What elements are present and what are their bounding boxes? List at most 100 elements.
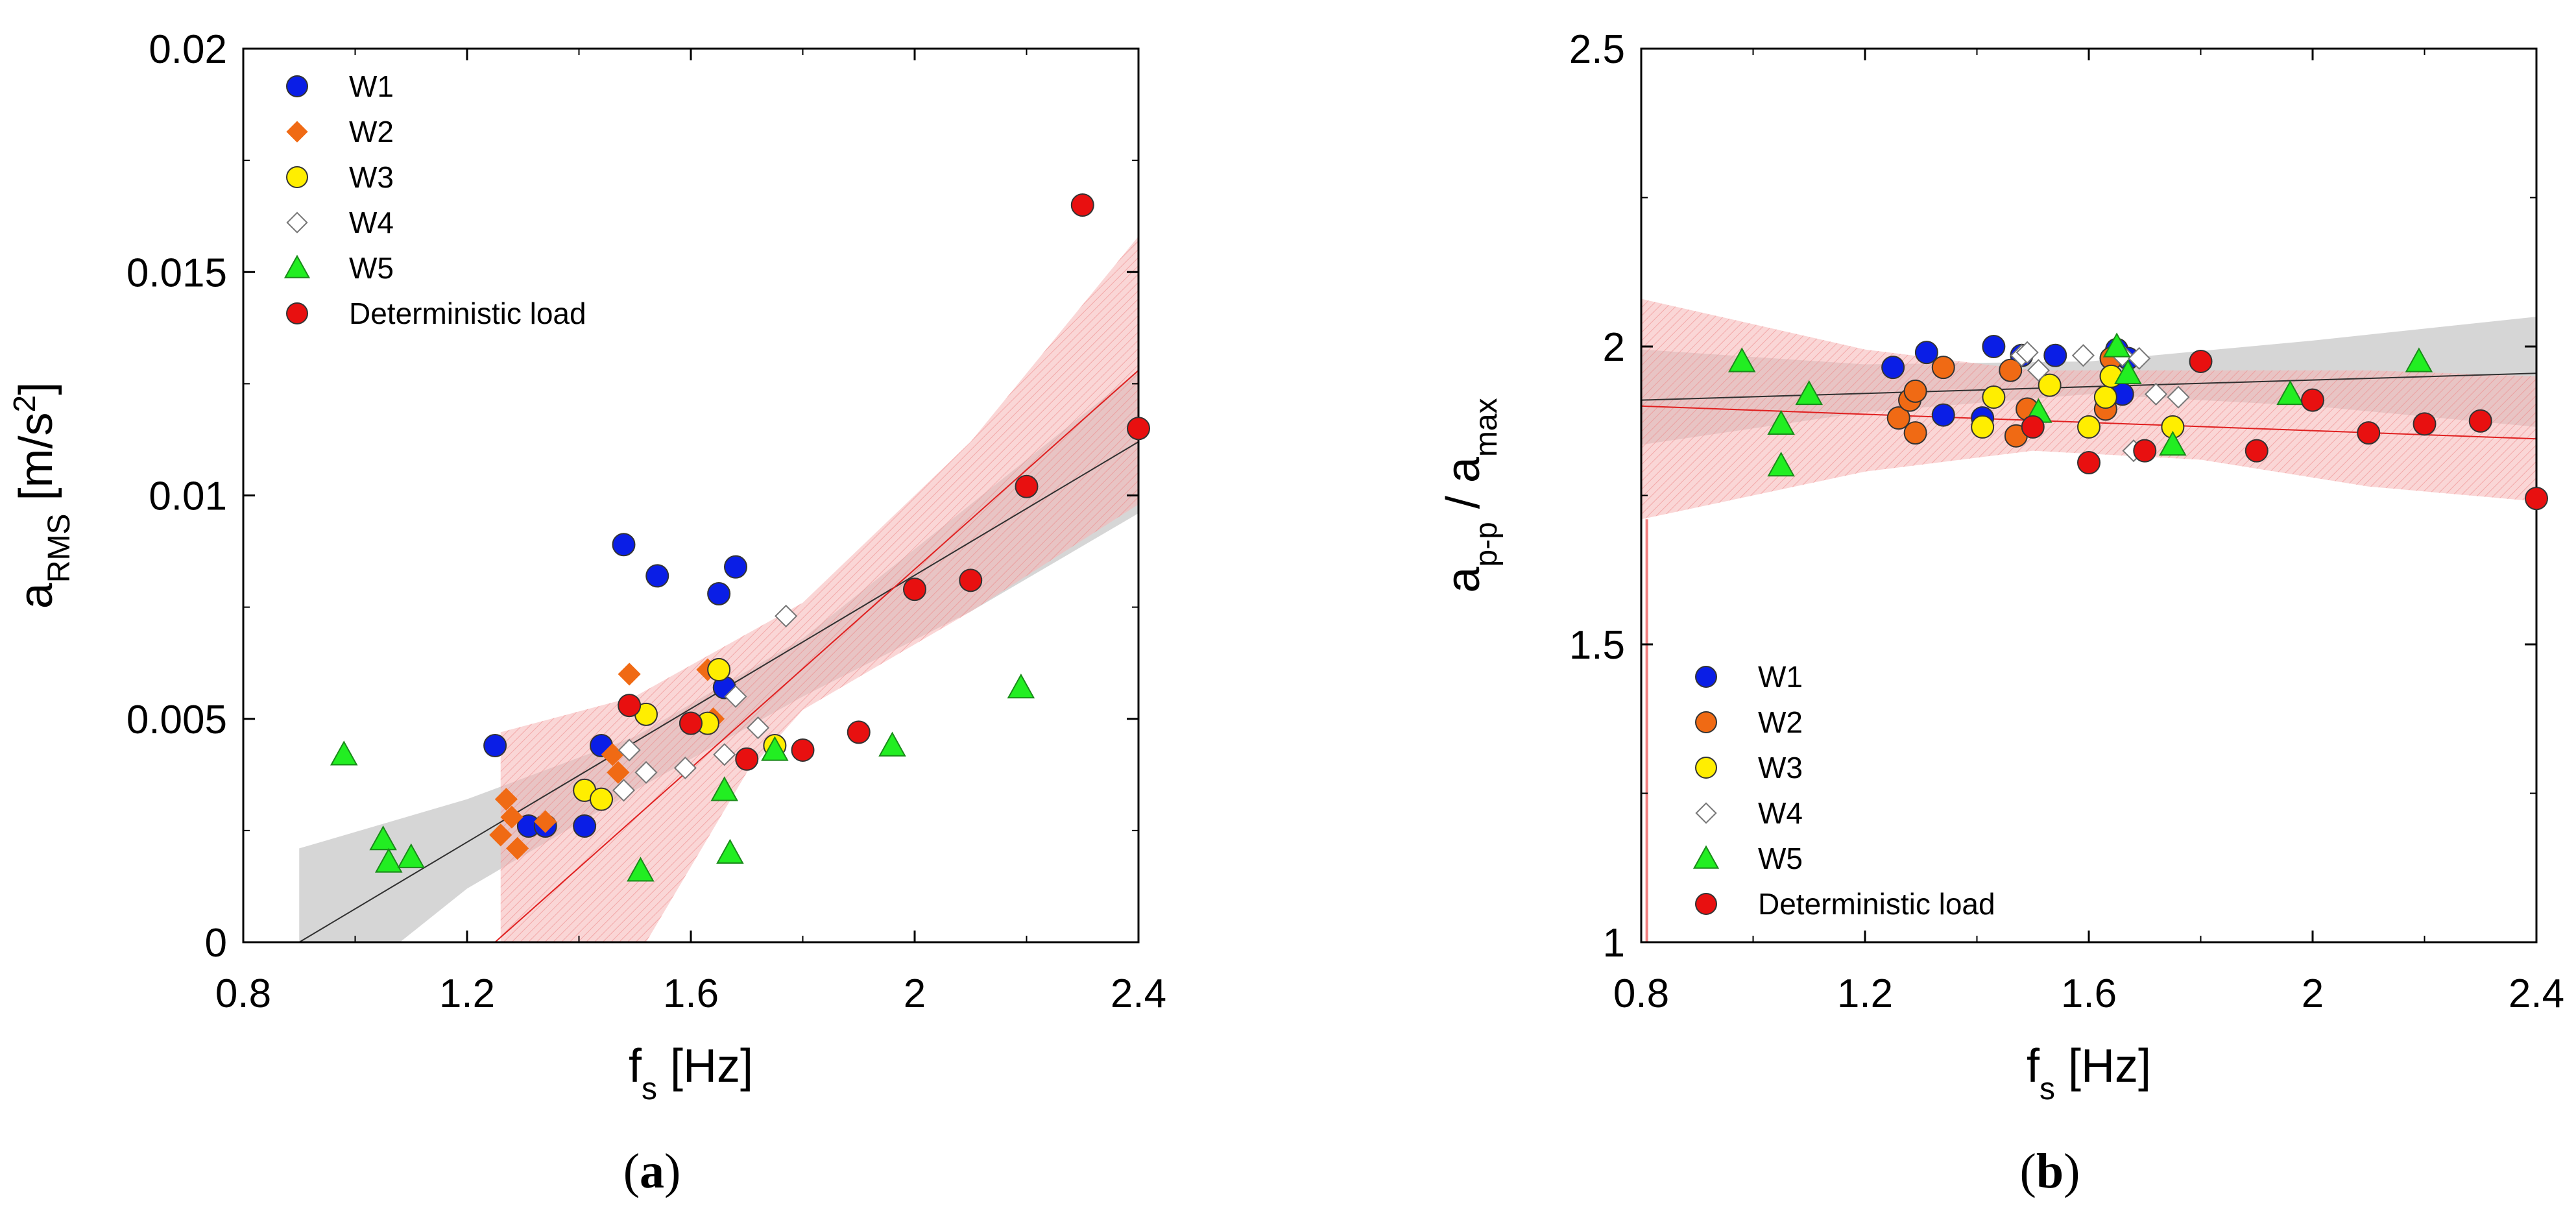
data-point-deterministic-load: [2245, 439, 2269, 463]
data-point-w4: [713, 743, 736, 766]
y-axis-label-a: aRMS [m/s2]: [8, 382, 77, 609]
x-tick-label: 2: [2302, 971, 2324, 1016]
data-point-w2: [494, 788, 518, 811]
caption-a: (a): [623, 1144, 681, 1199]
data-point-w3: [1982, 385, 2006, 409]
data-point-w5: [330, 740, 358, 766]
legend-marker: [286, 75, 308, 97]
legend-marker: [1695, 711, 1717, 733]
data-point-w5: [397, 843, 425, 868]
y-tick-label: 0.01: [149, 474, 227, 519]
data-point-w1: [1881, 356, 1905, 380]
data-point-w3: [590, 787, 613, 811]
y-tick-label: 2.5: [1569, 27, 1625, 72]
data-point-deterministic-load: [618, 694, 642, 718]
confidence-band-red: [1641, 298, 2536, 520]
data-point-w1: [1931, 403, 1955, 427]
data-point-w4: [634, 761, 658, 784]
data-point-w4: [746, 716, 770, 740]
legend-marker: [1695, 757, 1717, 779]
data-points-b: [1728, 332, 2548, 511]
data-point-w1: [724, 555, 747, 579]
data-point-w4: [2167, 385, 2190, 409]
data-point-deterministic-load: [2021, 415, 2045, 439]
data-point-deterministic-load: [959, 568, 983, 592]
fit-line-red: [494, 369, 1139, 943]
y-tick-label: 0.02: [149, 27, 227, 72]
data-point-w4: [612, 779, 636, 802]
data-point-w2: [607, 761, 630, 784]
data-point-w4: [2128, 347, 2151, 370]
data-point-w2: [1999, 358, 2023, 382]
data-point-w2: [618, 663, 641, 686]
data-point-deterministic-load: [679, 711, 703, 735]
legend-label: W1: [1758, 660, 1803, 694]
data-point-w4: [2016, 341, 2039, 364]
x-tick-label: 1.6: [663, 971, 719, 1016]
legend-label: W3: [1758, 751, 1803, 785]
x-axis-label-a: fs [Hz]: [629, 1040, 753, 1106]
x-tick-label: 1.6: [2061, 971, 2117, 1016]
data-point-w5: [369, 825, 397, 851]
data-point-w5: [716, 838, 744, 864]
data-point-deterministic-load: [2077, 451, 2101, 475]
data-point-w1: [1914, 341, 1938, 365]
legend-label: W2: [349, 115, 394, 149]
data-point-deterministic-load: [735, 747, 759, 771]
data-point-w4: [2144, 382, 2168, 406]
axis-ticks-b: 0.8 1.2 1.6 2 2.4 1 1.5 2 2.5: [1569, 27, 2564, 1016]
data-point-w2: [534, 810, 557, 833]
data-point-w1: [2043, 343, 2067, 367]
data-point-w3: [2077, 415, 2101, 439]
legend-marker: [286, 121, 308, 143]
data-point-w5: [2276, 380, 2304, 406]
legend-a: W1 W2 W3 W4 W5 Deterministic load: [283, 69, 586, 330]
x-tick-label: 0.8: [1613, 971, 1669, 1016]
legend-b: W1 W2 W3 W4 W5 Deterministic load: [1692, 660, 1995, 921]
y-tick-label: 1: [1603, 921, 1625, 966]
data-point-w1: [1982, 335, 2006, 358]
y-axis-label-b: ap-p / amax: [1438, 398, 1504, 592]
confidence-bands-b: [1641, 298, 2536, 520]
data-point-deterministic-load: [847, 720, 871, 744]
legend-label: W5: [1758, 842, 1803, 875]
legend-label: W5: [349, 251, 394, 285]
fit-line-gray: [1641, 372, 2537, 401]
legend-label: W3: [349, 160, 394, 194]
legend-label: W2: [1758, 705, 1803, 739]
data-point-deterministic-load: [2301, 388, 2324, 412]
data-point-w4: [618, 738, 641, 762]
legend-marker: [1695, 802, 1717, 824]
data-point-deterministic-load: [2357, 421, 2381, 445]
data-point-w5: [878, 731, 906, 757]
legend-label: Deterministic load: [349, 297, 586, 330]
legend-marker: [283, 254, 311, 278]
x-tick-label: 2: [904, 971, 926, 1016]
x-tick-label: 1.2: [1837, 971, 1893, 1016]
legend-marker: [286, 302, 308, 324]
data-point-w4: [2071, 344, 2095, 367]
data-point-w4: [775, 604, 798, 627]
data-point-w2: [1903, 421, 1927, 445]
data-point-deterministic-load: [903, 578, 926, 602]
chart-panel-b: 0.8 1.2 1.6 2 2.4 1 1.5 2 2.5 W1 W2 W3 W4 W5 Determin…: [1438, 27, 2564, 1199]
legend-marker: [1695, 893, 1717, 915]
legend-label: W1: [349, 69, 394, 103]
y-tick-label: 0: [205, 921, 227, 966]
data-point-w5: [710, 776, 738, 801]
legend-label: W4: [1758, 796, 1803, 830]
data-point-w5: [761, 736, 789, 761]
data-point-w5: [1728, 347, 1756, 372]
x-tick-label: 2.4: [2509, 971, 2564, 1016]
data-point-w1: [645, 564, 669, 588]
data-point-w5: [1795, 380, 1823, 406]
data-point-w5: [2405, 347, 2433, 372]
data-point-w3: [707, 658, 731, 682]
y-tick-label: 1.5: [1569, 623, 1625, 668]
data-point-deterministic-load: [1015, 474, 1039, 498]
data-point-w5: [2114, 359, 2142, 384]
data-point-deterministic-load: [2189, 349, 2213, 373]
legend-marker: [1692, 845, 1720, 869]
caption-b: (b): [2020, 1144, 2080, 1199]
